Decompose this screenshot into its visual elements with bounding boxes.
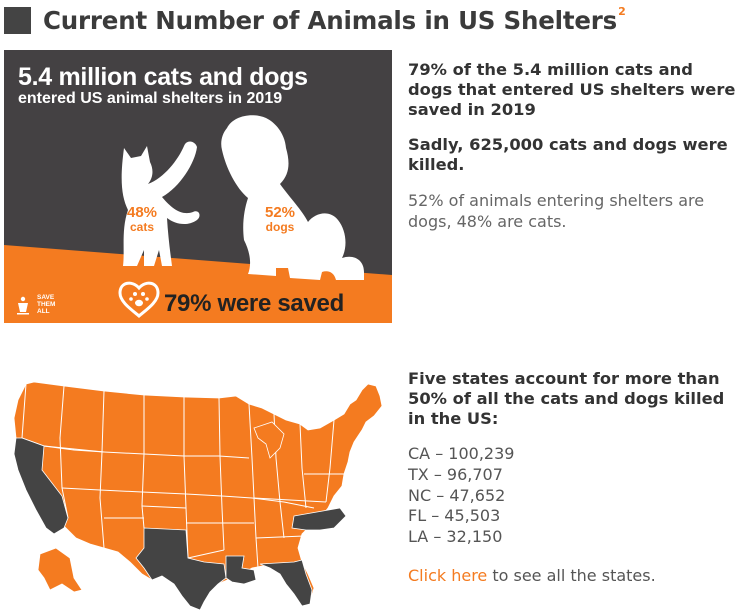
state-california — [13, 437, 69, 535]
header-square-icon — [4, 6, 31, 34]
fact-saved: 79% of the 5.4 million cats and dogs tha… — [408, 60, 736, 119]
saved-statement: 79% were saved — [164, 290, 344, 317]
orange-ground — [4, 245, 392, 323]
all-states-suffix: to see all the states. — [487, 565, 656, 585]
all-states-line: Click here to see all the states. — [408, 566, 738, 585]
state-michigan — [253, 421, 285, 459]
click-here-link[interactable]: Click here — [408, 565, 488, 585]
page-title: Current Number of Animals in US Shelters… — [43, 5, 626, 35]
cats-pct-word: cats — [129, 219, 155, 234]
state-texas — [135, 527, 227, 611]
infographic-subtitle: entered US animal shelters in 2019 — [18, 90, 283, 107]
cats-pct-value: 48% — [126, 204, 158, 221]
section-header: Current Number of Animals in US Shelters… — [4, 2, 626, 38]
fact-killed: Sadly, 625,000 cats and dogs were killed… — [408, 135, 728, 174]
state-florida — [259, 559, 313, 607]
states-heading: Five states account for more than 50% of… — [408, 369, 725, 428]
state-stat: TX – 96,707 — [408, 464, 503, 484]
state-borders — [21, 383, 344, 569]
state-louisiana — [225, 555, 257, 585]
heart-paw-icon — [118, 281, 160, 318]
dogs-percentage: 52% dogs — [260, 205, 300, 233]
dog-silhouette — [221, 115, 364, 281]
cats-percentage: 48% cats — [122, 205, 162, 233]
state-stat: CA – 100,239 — [408, 444, 515, 463]
state-stat: FL – 45,503 — [408, 506, 501, 526]
save-them-all-logo-text: SAVE THEM ALL — [37, 294, 56, 315]
states-panel: Five states account for more than 50% of… — [408, 369, 738, 585]
fact-split: 52% of animals entering shelters are dog… — [408, 191, 705, 231]
infographic-title: 5.4 million cats and dogs — [18, 63, 308, 91]
state-north-carolina — [291, 507, 347, 531]
logo-line: THEM — [37, 300, 56, 308]
facts-panel: 79% of the 5.4 million cats and dogs tha… — [408, 60, 738, 232]
us-mainland — [13, 381, 383, 611]
us-map-svg — [13, 381, 383, 611]
state-stat: NC – 47,652 — [408, 485, 506, 505]
shelter-infographic: 5.4 million cats and dogs entered US ani… — [4, 50, 392, 323]
footnote-marker[interactable]: 2 — [618, 5, 626, 19]
logo-line: ALL — [37, 307, 50, 315]
best-friends-logo — [17, 296, 29, 315]
cat-silhouette — [121, 141, 200, 266]
logo-line: SAVE — [37, 294, 55, 301]
infographic-artwork — [4, 115, 392, 323]
us-map — [4, 378, 396, 614]
state-alaska — [37, 547, 83, 593]
dogs-pct-value: 52% — [264, 204, 296, 221]
dogs-pct-word: dogs — [265, 219, 295, 234]
state-stat: LA – 32,150 — [408, 527, 503, 547]
